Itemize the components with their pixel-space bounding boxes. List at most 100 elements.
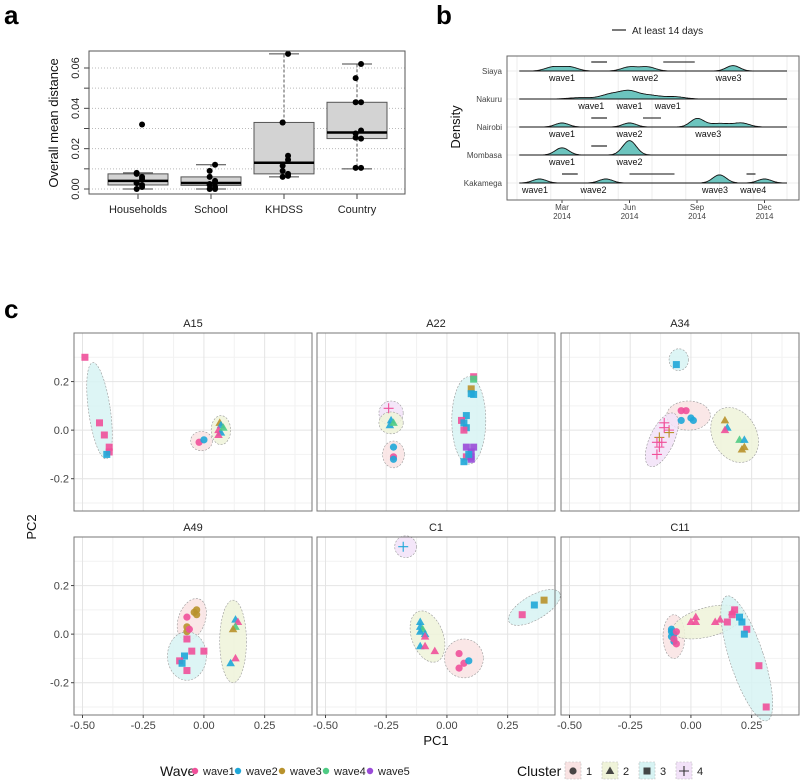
wave-label: wave4 (739, 185, 766, 195)
facet-a34: A34 (560, 318, 800, 512)
data-point (139, 183, 146, 190)
cluster-ellipse-3 (451, 376, 487, 465)
plot-frame (506, 55, 800, 201)
density-ridge-mombasa (519, 140, 787, 156)
row-label-siaya: Siaya (482, 67, 503, 76)
data-point-wave1-cluster3 (743, 625, 751, 633)
legend-key-wave3 (278, 767, 286, 775)
facet-title: A34 (670, 318, 690, 330)
data-point-wave5-cluster3 (462, 443, 470, 451)
facet-c11: C11 -0.50 -0.25 0.00 0.25 (557, 522, 800, 732)
wave-label: wave2 (579, 185, 606, 195)
data-point-wave1-cluster3 (518, 611, 526, 619)
data-point-wave2-cluster3 (460, 458, 468, 466)
data-point-wave2-cluster2 (415, 627, 425, 635)
cluster-ellipse-2 (219, 599, 247, 684)
data-point-wave2-cluster2 (385, 420, 395, 429)
y-tick-label: -0.2 (50, 678, 69, 690)
data-point-wave3-cluster3 (540, 596, 548, 604)
data-point-wave2-cluster3 (736, 613, 743, 621)
row-label-mombasa: Mombasa (467, 151, 503, 160)
x-tick-label-month: Jun (623, 203, 636, 212)
panel-a-y-axis-title: Overall mean distance (46, 58, 61, 187)
data-point-wave5-cluster3 (470, 443, 478, 451)
facet-title: C1 (429, 522, 443, 534)
x-tick-label-month: Dec (757, 203, 771, 212)
row-label-kakamega: Kakamega (464, 179, 503, 188)
data-point (358, 60, 365, 67)
x-tick-label: -0.50 (313, 720, 338, 732)
data-point (206, 186, 213, 192)
panel-b-ridgeline: At least 14 days Density wave1 wave2 wave3… (448, 26, 800, 221)
facet-frame (316, 332, 556, 512)
facet-title: A22 (426, 318, 446, 330)
x-tick-label: 0.25 (254, 720, 275, 732)
data-point-wave1-cluster3 (731, 606, 739, 614)
data-point-wave4-cluster3 (470, 375, 478, 383)
y-tick-label: 0.2 (54, 377, 69, 389)
data-point-wave2-cluster1 (677, 416, 685, 425)
data-point-wave1-cluster1 (682, 407, 690, 415)
data-point-wave1-cluster1 (672, 628, 680, 636)
data-point (133, 179, 140, 186)
x-tick-label-households: Households (109, 204, 168, 216)
data-point-wave1-cluster4 (654, 442, 665, 453)
panel-c-x-axis-title: PC1 (423, 733, 448, 748)
facet-title: C11 (670, 522, 689, 534)
data-point-wave3-cluster1 (193, 611, 201, 619)
y-tick-label: 0.04 (70, 98, 82, 119)
facet-frame (560, 536, 800, 716)
data-point (133, 170, 140, 177)
wave-label: wave1 (548, 157, 575, 167)
data-point-wave2-cluster2 (740, 435, 749, 443)
legend-label-cluster-4: 4 (697, 766, 703, 778)
facet-a49: A49 -0.2 0.0 0.2 -0.50 -0.25 0.00 0.25 (50, 522, 313, 732)
data-point-wave1-cluster4 (656, 437, 667, 448)
data-point-wave3-cluster2 (228, 624, 238, 633)
wave-label: wave2 (615, 157, 642, 167)
data-point-wave3-cluster2 (740, 442, 749, 451)
legend-key-wave4 (322, 767, 330, 775)
x-tick-label: -0.50 (70, 720, 95, 732)
data-point (139, 175, 146, 182)
data-point-wave1-cluster3 (200, 647, 208, 655)
data-point (352, 164, 359, 171)
x-tick-label: -0.50 (557, 720, 582, 732)
facet-frame (560, 332, 800, 512)
legend-label-wave5: wave5 (377, 766, 410, 778)
data-point-wave2-cluster1 (389, 443, 398, 451)
density-ridge-nakuru (519, 89, 787, 100)
legend-shape-cluster-3 (643, 767, 651, 775)
data-point-wave1-cluster3 (96, 419, 103, 427)
legend-shape-cluster-4 (679, 766, 689, 776)
legend-shape-cluster-2 (605, 766, 615, 774)
wave-label: wave1 (521, 185, 548, 195)
data-point-wave2-cluster2 (415, 617, 425, 625)
legend-shape-cluster-1 (569, 767, 577, 775)
data-point-wave2-cluster3 (470, 390, 478, 398)
legend-label-wave2: wave2 (245, 766, 278, 778)
data-point-wave2-cluster3 (178, 659, 186, 667)
data-point-wave1-cluster3 (100, 431, 108, 439)
wave-label: wave3 (694, 129, 721, 139)
panel-a-boxplot: Overall mean distance 0.00 0.02 0.04 0.06 Ho… (46, 50, 406, 216)
legend-label-wave4: wave4 (333, 766, 366, 778)
cluster-ellipse-1 (444, 638, 484, 679)
legend-cluster-title: Cluster (517, 763, 562, 779)
x-tick-label: 0.00 (193, 720, 214, 732)
data-point-wave1-cluster2 (420, 632, 430, 640)
data-point-wave1-cluster2 (715, 615, 725, 623)
data-point-wave2-cluster3 (465, 450, 473, 458)
row-label-nakuru: Nakuru (476, 95, 502, 104)
data-point (279, 119, 286, 126)
wave-label: wave1 (548, 73, 575, 83)
data-point-wave2-cluster1 (689, 416, 697, 425)
data-point (212, 161, 219, 168)
data-point-wave1-cluster2 (430, 646, 440, 655)
data-point-wave2-cluster1 (200, 436, 208, 444)
wave-label: wave3 (701, 185, 728, 195)
data-point-wave1-cluster2 (214, 430, 223, 438)
y-tick-label: 0.00 (70, 178, 82, 199)
data-point-wave1-cluster3 (755, 662, 763, 670)
